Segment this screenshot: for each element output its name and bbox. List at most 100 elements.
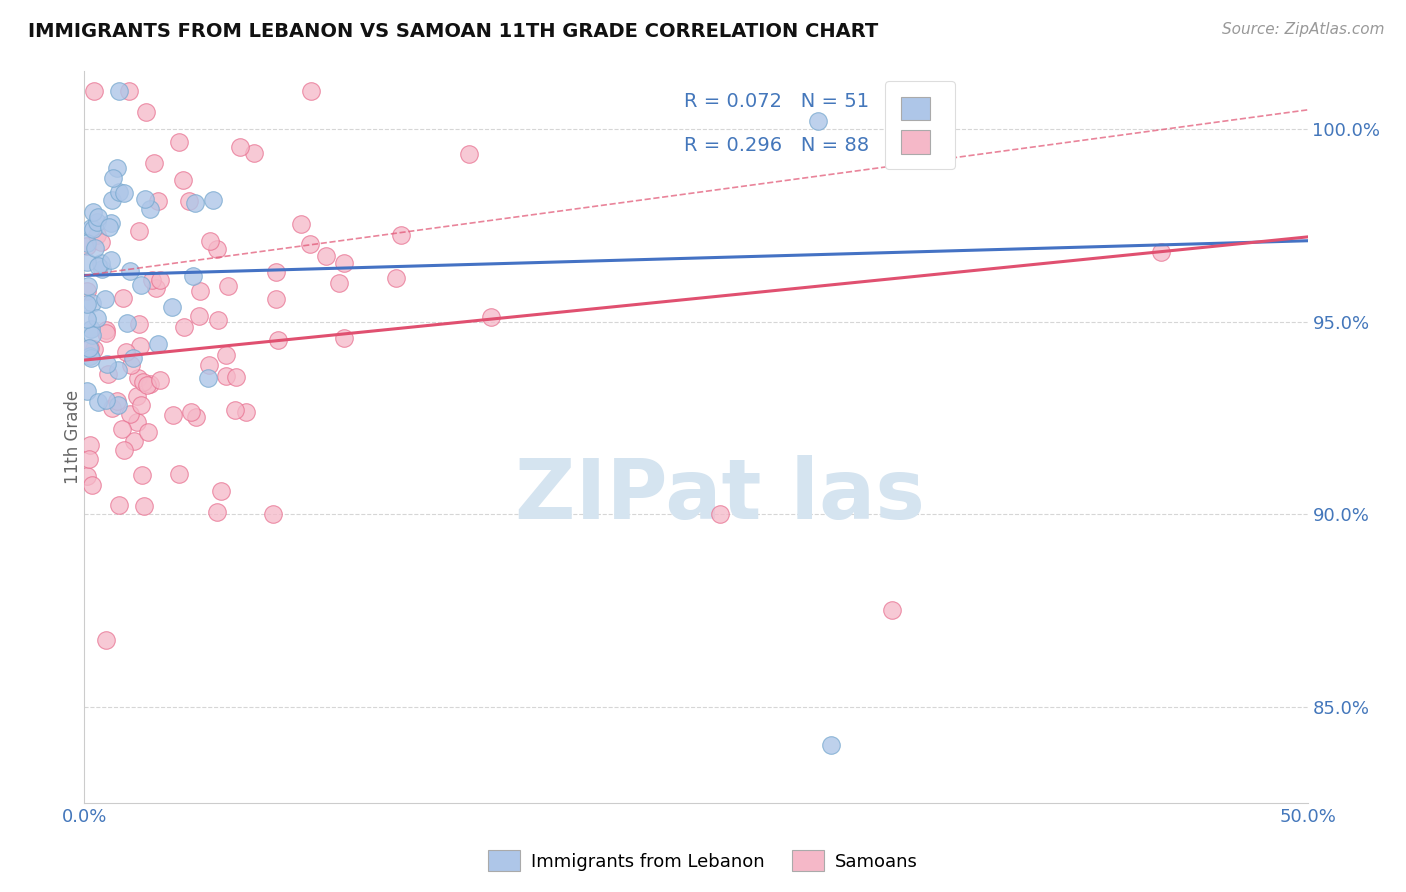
Point — [77, 452, 100, 467]
Point — [129, 398, 152, 412]
Point — [229, 140, 252, 154]
Point — [121, 351, 143, 366]
Point — [132, 376, 155, 390]
Point — [127, 415, 149, 429]
Point — [77, 279, 100, 293]
Point — [333, 256, 356, 270]
Point — [201, 193, 224, 207]
Point — [118, 84, 141, 98]
Y-axis label: 11th Grade: 11th Grade — [65, 390, 82, 484]
Point — [207, 505, 229, 519]
Point — [122, 434, 145, 448]
Point — [384, 271, 406, 285]
Point — [125, 389, 148, 403]
Point — [86, 310, 108, 325]
Point — [141, 273, 163, 287]
Point — [180, 405, 202, 419]
Point — [709, 507, 731, 521]
Point — [96, 367, 118, 381]
Point — [205, 242, 228, 256]
Point — [80, 328, 103, 343]
Point — [267, 333, 290, 347]
Point — [217, 278, 239, 293]
Point — [120, 359, 142, 373]
Point — [112, 442, 135, 457]
Point — [315, 248, 337, 262]
Point — [235, 405, 257, 419]
Point — [225, 370, 247, 384]
Point — [84, 241, 107, 255]
Point — [90, 256, 112, 270]
Point — [146, 194, 169, 209]
Point — [264, 265, 287, 279]
Point — [333, 331, 356, 345]
Point — [132, 499, 155, 513]
Point — [86, 210, 108, 224]
Point — [76, 384, 98, 399]
Point — [86, 395, 108, 409]
Point — [207, 313, 229, 327]
Point — [139, 202, 162, 217]
Point — [79, 438, 101, 452]
Point — [145, 280, 167, 294]
Point — [264, 293, 287, 307]
Point — [107, 84, 129, 98]
Point — [149, 373, 172, 387]
Point — [100, 193, 122, 207]
Point — [96, 326, 118, 340]
Point — [820, 738, 842, 752]
Point — [112, 186, 135, 200]
Point — [76, 284, 98, 298]
Text: R = 0.296   N = 88: R = 0.296 N = 88 — [683, 136, 869, 154]
Point — [173, 319, 195, 334]
Point — [215, 348, 238, 362]
Point — [190, 284, 212, 298]
Point — [98, 220, 121, 235]
Point — [149, 273, 172, 287]
Point — [103, 171, 125, 186]
Point — [105, 393, 128, 408]
Point — [290, 217, 312, 231]
Point — [146, 337, 169, 351]
Point — [76, 297, 98, 311]
Point — [94, 292, 117, 306]
Point — [79, 350, 101, 364]
Point — [131, 467, 153, 482]
Point — [198, 234, 221, 248]
Point — [224, 403, 246, 417]
Point — [76, 311, 98, 326]
Point — [162, 409, 184, 423]
Point — [76, 239, 98, 253]
Point — [188, 309, 211, 323]
Point — [79, 321, 101, 335]
Point — [183, 268, 205, 283]
Point — [115, 344, 138, 359]
Point — [77, 341, 100, 355]
Point — [83, 84, 105, 98]
Point — [128, 318, 150, 332]
Point — [299, 84, 322, 98]
Point — [127, 370, 149, 384]
Point — [129, 278, 152, 293]
Point — [880, 603, 903, 617]
Point — [115, 316, 138, 330]
Point — [79, 341, 101, 355]
Point — [215, 369, 238, 384]
Point — [184, 196, 207, 211]
Point — [197, 370, 219, 384]
Point — [134, 192, 156, 206]
Point — [82, 477, 104, 491]
Point — [107, 398, 129, 412]
Point — [100, 216, 122, 230]
Point — [167, 467, 190, 481]
Point — [90, 261, 112, 276]
Point — [76, 255, 98, 269]
Text: ZIPat las: ZIPat las — [516, 455, 925, 536]
Point — [135, 104, 157, 119]
Point — [80, 296, 103, 310]
Point — [458, 146, 481, 161]
Point — [80, 351, 103, 365]
Point — [186, 409, 208, 424]
Point — [94, 633, 117, 648]
Point — [243, 145, 266, 160]
